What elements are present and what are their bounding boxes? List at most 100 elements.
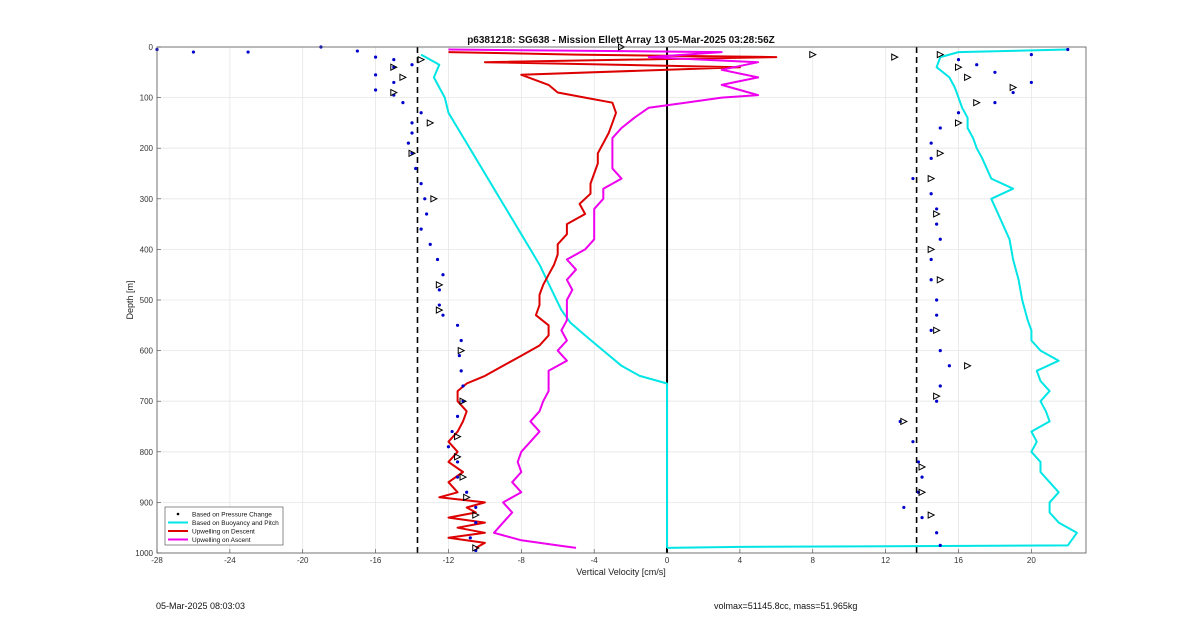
y-tick-label: 0 — [149, 43, 154, 52]
y-tick-label: 800 — [140, 448, 154, 457]
y-tick-label: 500 — [140, 296, 154, 305]
triangle-marker — [454, 453, 462, 461]
data-point — [410, 63, 414, 67]
legend-label: Based on Buoyancy and Pitch — [192, 520, 279, 527]
legend-label: Upwelling on Ascent — [192, 537, 251, 544]
data-point — [406, 141, 410, 145]
triangle-marker — [900, 417, 908, 426]
data-point — [938, 126, 942, 130]
data-point — [246, 50, 250, 54]
data-point — [911, 440, 915, 444]
triangle-marker — [454, 432, 462, 441]
triangle-marker — [954, 63, 963, 72]
triangle-marker — [891, 53, 899, 61]
x-tick-label: 0 — [665, 556, 670, 565]
series-line — [438, 51, 778, 549]
data-point — [428, 242, 432, 246]
data-point — [437, 288, 441, 292]
data-point — [929, 141, 933, 145]
data-point — [920, 515, 924, 520]
legend-label: Based on Pressure Change — [192, 511, 272, 518]
triangle-marker — [390, 88, 398, 97]
series-line — [666, 48, 1078, 549]
x-tick-label: -24 — [224, 556, 236, 565]
triangle-marker — [918, 488, 927, 497]
triangle-marker — [459, 473, 468, 481]
data-point — [446, 445, 451, 449]
x-tick-label: -12 — [443, 556, 455, 565]
data-point — [457, 354, 461, 358]
triangle-marker — [927, 511, 936, 519]
data-point — [935, 222, 939, 226]
data-point — [975, 63, 979, 67]
series-line — [420, 53, 668, 548]
data-point — [938, 384, 942, 388]
data-point — [1066, 47, 1070, 52]
series-line — [448, 48, 760, 549]
data-point — [410, 121, 414, 125]
data-point — [929, 257, 933, 262]
data-point — [419, 182, 423, 186]
triangle-marker — [459, 397, 468, 406]
data-point — [455, 460, 460, 464]
triangle-marker — [964, 361, 972, 370]
y-tick-label: 300 — [140, 195, 154, 204]
data-point — [441, 273, 445, 277]
plot-area: -28 -24 -20 -16 -12 -8 -4 0 4 8 12 16 20010020030040… — [135, 43, 1087, 565]
legend-swatch — [176, 512, 180, 516]
triangle-marker — [933, 210, 941, 218]
triangle-marker — [408, 149, 417, 158]
data-point — [935, 313, 939, 317]
x-tick-label: -28 — [151, 556, 163, 565]
x-tick-label: -4 — [591, 556, 599, 565]
data-point — [920, 475, 924, 479]
triangle-marker — [430, 194, 438, 203]
data-point — [373, 88, 378, 92]
data-point — [424, 212, 429, 216]
data-point — [938, 543, 942, 548]
x-tick-label: 4 — [738, 556, 743, 565]
x-tick-label: 8 — [811, 556, 816, 565]
data-point — [956, 58, 961, 62]
triangle-marker — [1009, 83, 1018, 92]
data-point — [401, 101, 405, 105]
data-point — [450, 429, 454, 434]
data-point — [435, 257, 440, 262]
triangle-marker — [927, 245, 936, 254]
data-point — [993, 70, 997, 74]
data-point — [916, 460, 921, 464]
data-point — [929, 192, 933, 196]
triangle-marker — [933, 392, 941, 400]
x-tick-label: 16 — [954, 556, 963, 565]
y-tick-label: 900 — [140, 498, 154, 507]
y-tick-label: 700 — [140, 397, 154, 406]
footer-timestamp: 05-Mar-2025 08:03:03 — [156, 601, 246, 611]
data-point — [938, 349, 942, 353]
data-point — [455, 414, 460, 418]
data-point — [929, 278, 933, 282]
chart-title: p6381218: SG638 - Mission Ellett Array 1… — [467, 35, 775, 46]
data-point — [419, 111, 423, 115]
legend-label: Upwelling on Descent — [192, 528, 255, 535]
data-point — [468, 536, 472, 540]
data-point — [465, 490, 469, 494]
data-point — [191, 50, 196, 54]
data-point — [938, 237, 942, 241]
triangle-marker — [457, 346, 466, 355]
data-point — [455, 475, 460, 479]
triangle-marker — [435, 306, 444, 314]
data-point — [441, 313, 445, 317]
data-point — [455, 323, 460, 327]
triangle-marker — [964, 73, 972, 82]
data-point — [1029, 52, 1033, 57]
triangle-marker — [933, 326, 941, 335]
data-point — [911, 176, 915, 181]
triangle-marker — [435, 281, 444, 289]
data-point — [392, 80, 396, 85]
data-point — [373, 73, 378, 77]
data-point — [935, 531, 939, 535]
data-point — [929, 156, 933, 160]
data-point — [474, 521, 478, 525]
triangle-marker — [936, 50, 945, 59]
